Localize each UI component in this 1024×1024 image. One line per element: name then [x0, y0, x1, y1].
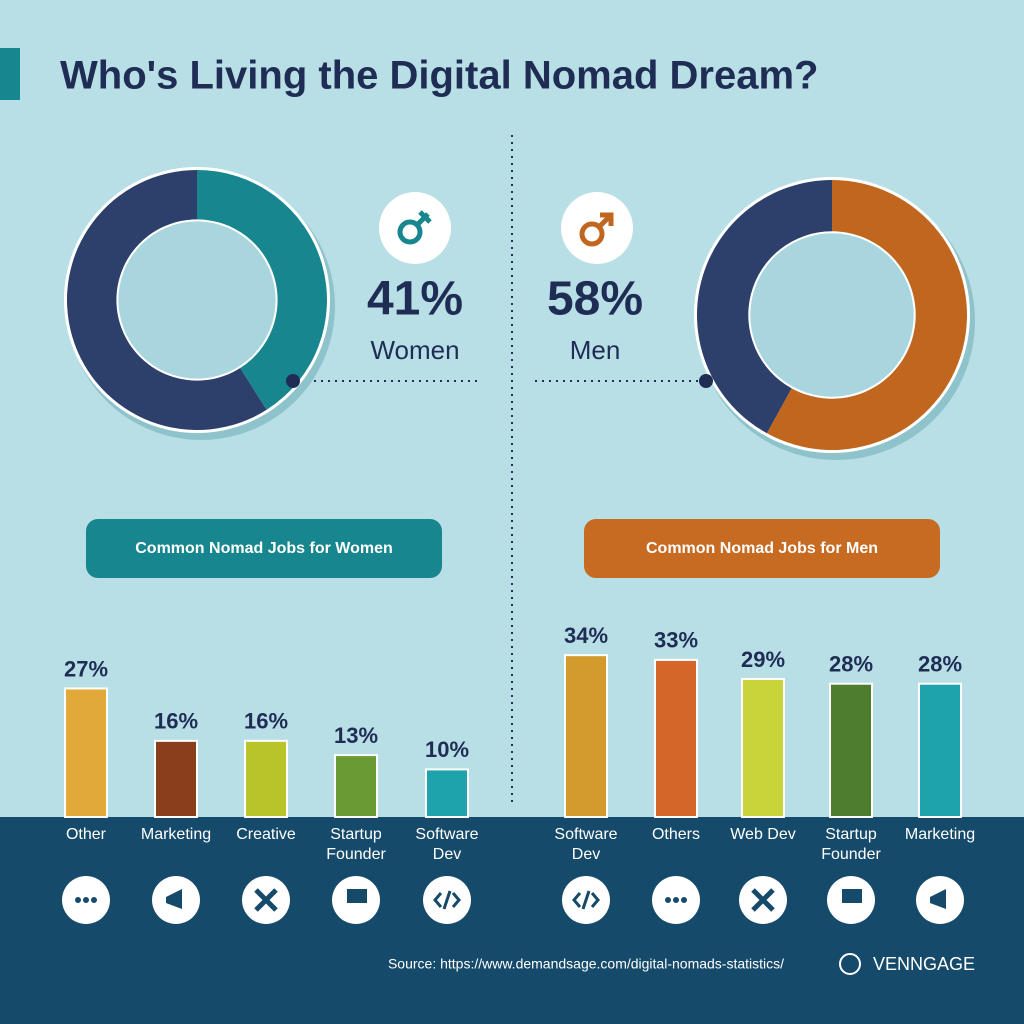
icon-dot [91, 897, 97, 903]
donut-rest [697, 180, 832, 434]
donut-segment [766, 180, 967, 450]
connector-dot [699, 374, 713, 388]
bar [244, 739, 288, 819]
category-label: Software Dev [415, 826, 479, 863]
bar [829, 682, 873, 818]
donut-segment [197, 170, 327, 410]
bar [64, 687, 108, 818]
icon-flag [347, 889, 367, 912]
icon-dot [681, 897, 687, 903]
male-symbol [579, 212, 614, 247]
icon-code [433, 890, 461, 910]
bar [741, 677, 785, 819]
section-pill [584, 519, 940, 578]
brand: VENNGAGE [873, 954, 975, 974]
female-symbol [397, 210, 432, 245]
value-label: 13% [334, 723, 378, 748]
icon-megaphone [166, 889, 182, 909]
category-label: Startup Founder [821, 826, 881, 863]
value-label: 27% [64, 656, 108, 681]
section-pill [86, 519, 442, 578]
title: Who's Living the Digital Nomad Dream? [60, 54, 818, 98]
donut-rest [67, 170, 267, 430]
percent-label: 41% [367, 273, 463, 326]
category-label: Web Dev [730, 826, 796, 843]
value-label: 16% [244, 709, 288, 734]
gender-label: Men [570, 335, 621, 365]
bar [564, 654, 608, 818]
section-title: Common Nomad Jobs for Women [135, 540, 393, 557]
icon-flag [842, 889, 862, 912]
brand-logo [839, 953, 861, 975]
value-label: 33% [654, 628, 698, 653]
bar [334, 754, 378, 818]
category-label: Software Dev [554, 826, 618, 863]
title-accent [0, 48, 20, 100]
section-title: Common Nomad Jobs for Men [646, 540, 878, 557]
icon-dot [665, 897, 671, 903]
category-label: Startup Founder [326, 826, 386, 863]
female-icon [379, 192, 451, 264]
category-label: Other [65, 826, 106, 843]
icon-dot [673, 897, 679, 903]
bar [154, 739, 198, 819]
icon-code [572, 890, 600, 910]
icon-dot [75, 897, 81, 903]
value-label: 28% [918, 652, 962, 677]
category-label: Others [651, 826, 700, 843]
gender-label: Women [370, 335, 459, 365]
category-label: Creative [236, 826, 296, 843]
value-label: 16% [154, 709, 198, 734]
donut-hole [118, 221, 276, 379]
value-label: 29% [741, 647, 785, 672]
bar [425, 768, 469, 819]
source: Source: https://www.demandsage.com/digit… [388, 956, 784, 972]
icon-tools [751, 888, 775, 912]
value-label: 10% [425, 737, 469, 762]
icon-megaphone [930, 889, 946, 909]
connector-dot [286, 374, 300, 388]
icon-dot [83, 897, 89, 903]
category-label: Marketing [140, 826, 212, 843]
value-label: 34% [564, 623, 608, 648]
bar [654, 658, 698, 818]
bar [918, 682, 962, 818]
category-label: Marketing [904, 826, 976, 843]
donut-hole [750, 233, 914, 397]
icon-tools [254, 888, 278, 912]
value-label: 28% [829, 652, 873, 677]
percent-label: 58% [547, 273, 643, 326]
